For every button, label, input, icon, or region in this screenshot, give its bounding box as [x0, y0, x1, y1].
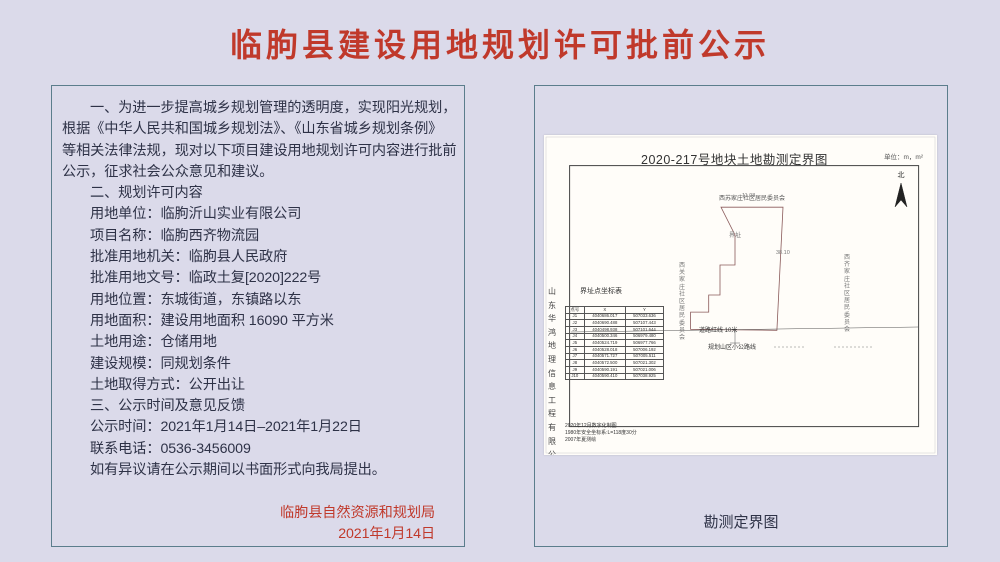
svg-text:北: 北 [898, 171, 905, 179]
